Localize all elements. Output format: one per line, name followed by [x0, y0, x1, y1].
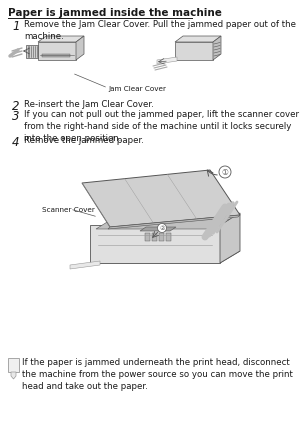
Polygon shape — [38, 36, 84, 42]
Text: Scanner Cover: Scanner Cover — [42, 207, 95, 213]
Bar — [38, 42, 76, 60]
Text: 3: 3 — [12, 110, 20, 123]
Text: ①: ① — [222, 167, 228, 176]
Bar — [166, 233, 171, 241]
Circle shape — [219, 166, 231, 178]
Bar — [145, 233, 150, 241]
Bar — [175, 42, 213, 60]
Bar — [159, 233, 164, 241]
Polygon shape — [82, 170, 240, 227]
Polygon shape — [220, 213, 240, 263]
Polygon shape — [90, 251, 240, 263]
Text: Paper is jammed inside the machine: Paper is jammed inside the machine — [8, 8, 222, 18]
Text: ②: ② — [159, 226, 165, 230]
Circle shape — [158, 224, 166, 232]
Polygon shape — [76, 36, 84, 60]
Polygon shape — [11, 372, 16, 379]
Polygon shape — [157, 57, 177, 64]
Polygon shape — [70, 261, 100, 269]
Bar — [42, 54, 70, 57]
Text: 2: 2 — [12, 100, 20, 113]
Polygon shape — [175, 36, 221, 42]
Polygon shape — [140, 227, 176, 231]
Text: Re-insert the Jam Clear Cover.: Re-insert the Jam Clear Cover. — [24, 100, 154, 109]
Text: Remove the Jam Clear Cover. Pull the jammed paper out of the
machine.: Remove the Jam Clear Cover. Pull the jam… — [24, 20, 296, 41]
Text: If you can not pull out the jammed paper, lift the scanner cover
from the right-: If you can not pull out the jammed paper… — [24, 110, 299, 143]
Bar — [8, 358, 19, 372]
Polygon shape — [213, 36, 221, 60]
Text: If the paper is jammed underneath the print head, disconnect
the machine from th: If the paper is jammed underneath the pr… — [22, 358, 293, 391]
Bar — [152, 233, 157, 241]
Polygon shape — [96, 219, 230, 229]
Text: Remove the jammed paper.: Remove the jammed paper. — [24, 136, 144, 145]
Text: 4: 4 — [12, 136, 20, 149]
Bar — [90, 225, 220, 263]
Text: Jam Clear Cover: Jam Clear Cover — [108, 86, 166, 92]
Polygon shape — [108, 215, 240, 229]
Polygon shape — [26, 45, 38, 58]
Text: 1: 1 — [12, 20, 20, 33]
